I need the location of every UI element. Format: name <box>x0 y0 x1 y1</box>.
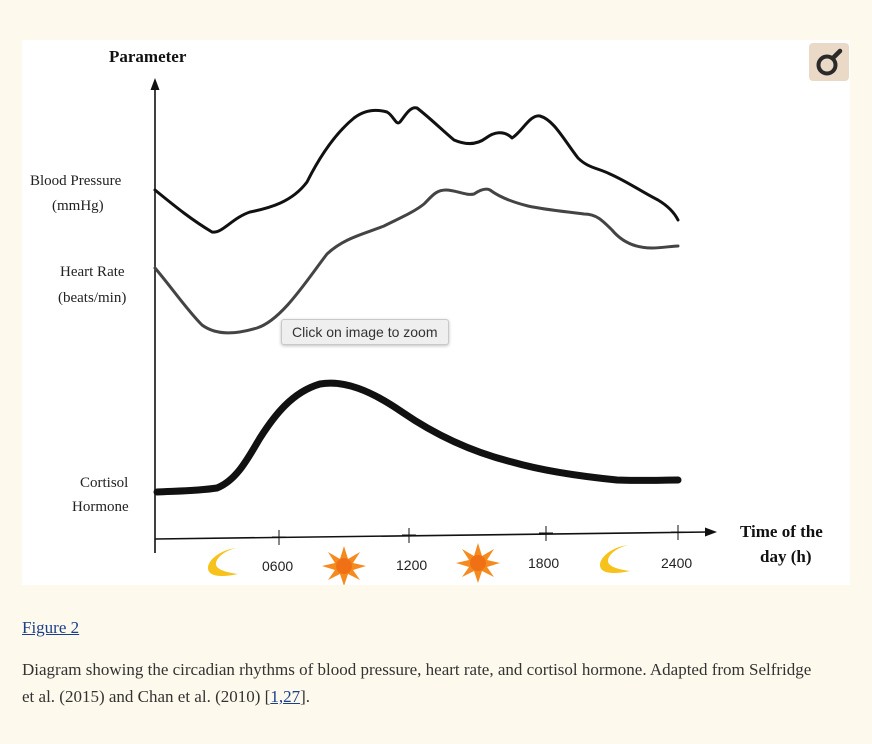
sun-icon <box>322 546 366 585</box>
cortisol-label: Cortisol <box>80 475 128 491</box>
cortisol-curve <box>153 379 682 496</box>
x-tick-label: 1200 <box>396 557 427 573</box>
heart-rate-unit-label: (beats/min) <box>58 290 126 306</box>
y-axis-arrowhead <box>150 78 160 90</box>
x-tick-label: 2400 <box>661 555 692 571</box>
y-axis-title: Parameter <box>109 47 187 66</box>
heart-rate-curve <box>153 187 680 335</box>
magnifier-icon <box>816 48 843 76</box>
blood-pressure-label: Blood Pressure <box>30 173 122 189</box>
blood-pressure-unit-label: (mmHg) <box>52 198 104 214</box>
caption-text: Diagram showing the circadian rhythms of… <box>22 660 812 706</box>
circadian-diagram: Parameter Blood Pressure (mmHg) Heart Ra… <box>30 47 823 585</box>
moon-icon <box>600 545 630 573</box>
cortisol-hormone-label: Hormone <box>72 499 129 515</box>
sun-icon <box>456 543 500 583</box>
reference-link[interactable]: 1,27 <box>270 687 301 706</box>
figure-link[interactable]: Figure 2 <box>22 618 80 637</box>
blood-pressure-curve <box>153 106 680 234</box>
x-axis-title-line2: day (h) <box>760 547 811 566</box>
zoom-tooltip: Click on image to zoom <box>281 319 449 345</box>
x-axis-arrowhead <box>705 527 717 537</box>
x-tick-label: 1800 <box>528 555 559 571</box>
figure-caption: Diagram showing the circadian rhythms of… <box>22 656 822 710</box>
zoom-button[interactable] <box>809 43 849 81</box>
moon-icon <box>208 548 238 576</box>
heart-rate-label: Heart Rate <box>60 264 125 280</box>
x-axis-line <box>154 531 710 540</box>
x-tick-label: 0600 <box>262 558 293 574</box>
figure-image[interactable]: Parameter Blood Pressure (mmHg) Heart Ra… <box>22 40 850 585</box>
x-axis-title-line1: Time of the <box>740 522 823 541</box>
caption-text-end: ]. <box>300 687 310 706</box>
